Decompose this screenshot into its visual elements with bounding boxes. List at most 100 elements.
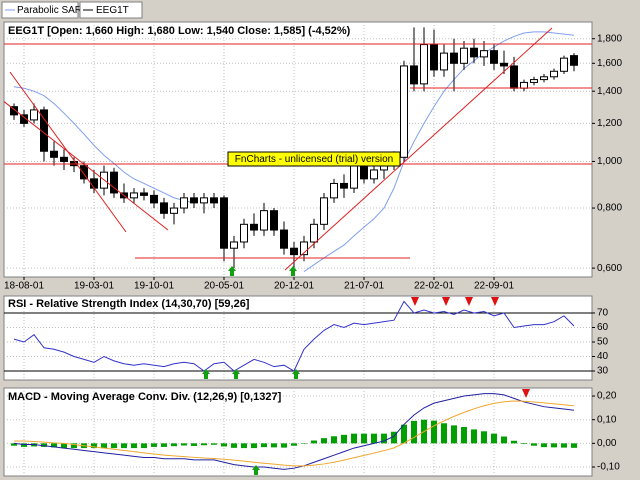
candle-body xyxy=(130,192,138,199)
buy-arrow xyxy=(202,369,210,379)
histogram-bar xyxy=(231,443,237,448)
candle-body xyxy=(540,76,548,81)
price-title: EEG1T [Open: 1,660 High: 1,680 Low: 1,54… xyxy=(8,25,351,37)
legend-box xyxy=(1,1,79,19)
histogram-bar xyxy=(451,425,457,444)
y-tick-label: 1,600 xyxy=(597,58,622,69)
histogram-bar xyxy=(341,434,347,444)
histogram-bar xyxy=(71,443,77,449)
sell-arrow xyxy=(522,389,530,398)
histogram-bar xyxy=(551,443,557,448)
histogram-bar xyxy=(431,420,437,444)
histogram-bar xyxy=(171,443,177,447)
candle-body xyxy=(480,50,488,58)
histogram-bar xyxy=(531,443,537,446)
y-tick-label: 0,20 xyxy=(597,391,617,402)
legend: Parabolic SAR EEG1T xyxy=(1,1,143,19)
trend-lines xyxy=(4,27,592,271)
histogram-bar xyxy=(61,443,67,449)
legend-label: Parabolic SAR xyxy=(17,5,82,16)
x-tick-label: 20-05-01 xyxy=(204,281,244,292)
histogram-bar xyxy=(201,443,207,446)
histogram-bar xyxy=(481,431,487,444)
candle-body xyxy=(360,165,368,180)
histogram-bar xyxy=(131,443,137,449)
histogram-bar xyxy=(511,440,517,444)
candle-body xyxy=(220,197,228,249)
candle-body xyxy=(190,197,198,204)
histogram-bar xyxy=(311,440,317,444)
y-tick-label: 30 xyxy=(597,366,609,377)
buy-arrow xyxy=(232,369,240,379)
legend-box xyxy=(79,1,143,19)
histogram-bar xyxy=(331,436,337,444)
candle-body xyxy=(350,165,358,189)
candle-body xyxy=(410,65,418,85)
y-tick-label: 50 xyxy=(597,337,609,348)
candle-body xyxy=(280,229,288,249)
buy-arrow xyxy=(292,369,300,379)
histogram-bar xyxy=(391,431,397,444)
x-tick-label: 19-10-01 xyxy=(134,281,174,292)
candle-body xyxy=(550,70,558,78)
histogram-bar xyxy=(251,443,257,449)
y-tick-label: -0,10 xyxy=(597,462,620,473)
candle-body xyxy=(340,182,348,189)
candle-body xyxy=(210,197,218,204)
candle-body xyxy=(80,165,88,180)
histogram-bar xyxy=(281,443,287,448)
candle-body xyxy=(170,207,178,214)
histogram-bar xyxy=(241,443,247,449)
histogram-bar xyxy=(161,443,167,447)
candle-body xyxy=(520,81,528,89)
price-plot xyxy=(4,22,592,277)
x-tick-label: 22-02-01 xyxy=(414,281,454,292)
candle-body xyxy=(150,194,158,204)
histogram-bar xyxy=(51,443,57,448)
trend-line xyxy=(4,100,169,231)
candle-body xyxy=(240,223,248,243)
candle-body xyxy=(320,197,328,225)
histogram-bar xyxy=(461,427,467,444)
series-line xyxy=(13,31,575,273)
annotation-box xyxy=(227,151,401,167)
histogram-bar xyxy=(321,438,327,444)
sell-arrow xyxy=(465,297,473,306)
histogram-bar xyxy=(401,424,407,444)
legend-label: EEG1T xyxy=(96,5,129,16)
trend-line xyxy=(284,27,553,271)
candle-body xyxy=(500,62,508,67)
buy-signals xyxy=(202,266,300,475)
histogram-bar xyxy=(291,443,297,446)
candle-body xyxy=(510,65,518,89)
candle-body xyxy=(570,55,578,66)
candle-body xyxy=(420,44,428,85)
y-tick-label: 0,00 xyxy=(597,438,617,449)
candle-body xyxy=(160,202,168,214)
y-tick-label: 60 xyxy=(597,322,609,333)
histogram-bar xyxy=(521,443,527,445)
histogram-bar xyxy=(141,443,147,449)
histogram-bar xyxy=(351,433,357,444)
macd-plot xyxy=(4,388,592,476)
histogram-bar xyxy=(101,443,107,449)
y-tick-label: 0,10 xyxy=(597,414,617,425)
histogram-bar xyxy=(211,443,217,445)
candle-body xyxy=(90,178,98,189)
histogram-bar xyxy=(381,433,387,444)
candle-body xyxy=(290,247,298,256)
candle-body xyxy=(180,197,188,209)
candle-body xyxy=(10,106,18,116)
histogram-bar xyxy=(441,423,447,444)
x-tick-label: 19-03-01 xyxy=(74,281,114,292)
candle-body xyxy=(230,241,238,249)
candle-body xyxy=(450,52,458,64)
histogram-bar xyxy=(491,433,497,444)
histogram-bar xyxy=(121,443,127,449)
candle-body xyxy=(20,114,28,124)
histogram-bar xyxy=(371,433,377,444)
histogram-bar xyxy=(191,443,197,446)
x-tick-label: 20-12-01 xyxy=(274,281,314,292)
histogram-bar xyxy=(91,443,97,449)
